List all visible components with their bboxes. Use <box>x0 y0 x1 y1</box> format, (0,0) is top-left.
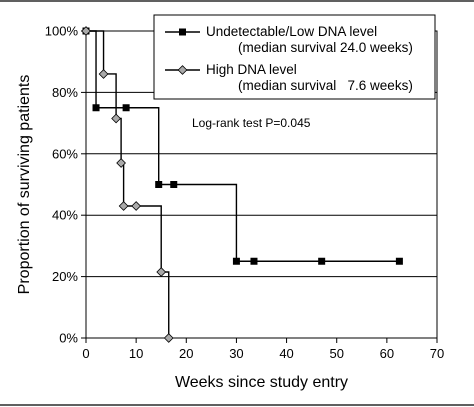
legend-entry-1: High DNA level <box>206 62 297 77</box>
series-0-point-6 <box>250 257 258 265</box>
series-0-line <box>86 30 400 262</box>
tick-layer: 0% 20% 40% 60% 80% 100% 0 10 20 30 40 50 60 70 <box>45 24 444 362</box>
legend-entry-0: Undetectable/Low DNA level <box>206 24 377 39</box>
series-0-point-1 <box>92 104 100 112</box>
x-tick-label-2: 20 <box>179 346 193 361</box>
y-tick-label-2: 40% <box>52 208 78 223</box>
x-tick-label-6: 60 <box>380 346 394 361</box>
y-tick-label-0: 0% <box>59 331 78 346</box>
series-1-point-5 <box>131 201 142 211</box>
legend: Undetectable/Low DNA level(median surviv… <box>153 14 436 100</box>
series-0-point-3 <box>155 181 163 188</box>
log-rank-annotation: Log-rank test P=0.045 <box>192 116 311 130</box>
x-axis-label: Weeks since study entry <box>175 374 348 391</box>
x-tick-label-1: 10 <box>129 346 143 361</box>
series-1-point-7 <box>163 333 174 343</box>
series-0-point-4 <box>170 181 178 188</box>
series-1-point-6 <box>156 267 167 277</box>
series-layer <box>81 26 403 343</box>
x-tick-label-3: 30 <box>229 346 243 361</box>
y-tick-label-3: 60% <box>52 146 78 161</box>
series-1-point-4 <box>118 201 129 211</box>
series-1-point-0 <box>81 26 91 36</box>
y-axis-label: Proportion of surviving patients <box>16 75 33 295</box>
series-1-point-2 <box>111 113 121 124</box>
series-0-point-5 <box>232 257 240 265</box>
series-0-point-8 <box>395 257 403 265</box>
y-tick-label-5: 100% <box>45 24 79 39</box>
x-tick-label-5: 50 <box>329 346 343 361</box>
y-tick-label-1: 20% <box>52 269 78 284</box>
series-0-point-7 <box>318 257 326 265</box>
legend-note-0: (median survival 24.0 weeks) <box>238 40 413 55</box>
series-1-point-1 <box>98 69 109 79</box>
y-tick-label-4: 80% <box>52 85 78 100</box>
legend-box <box>153 14 436 100</box>
legend-marker-0 <box>179 28 186 36</box>
series-0-point-2 <box>122 104 130 112</box>
series-1-point-3 <box>116 158 126 168</box>
x-tick-label-0: 0 <box>82 346 89 361</box>
x-tick-label-4: 40 <box>279 346 293 361</box>
series-1 <box>81 26 174 343</box>
legend-marker-1 <box>177 65 188 75</box>
legend-note-1: (median survival 7.6 weeks) <box>238 78 413 93</box>
x-tick-label-7: 70 <box>430 346 444 361</box>
